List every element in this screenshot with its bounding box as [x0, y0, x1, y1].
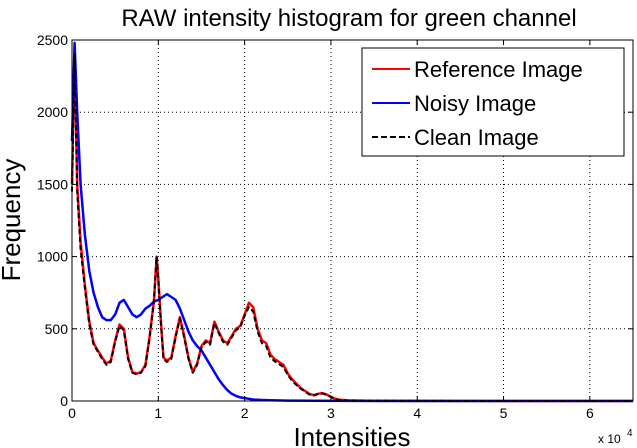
x-tick-label: 3 [327, 405, 335, 421]
x-tick-label: 2 [241, 405, 249, 421]
legend-label: Clean Image [414, 125, 539, 150]
x-tick-label: 4 [413, 405, 421, 421]
x-axis-label: Intensities [293, 422, 410, 448]
y-tick-label: 500 [45, 321, 69, 337]
series-line-clean-image [71, 53, 633, 402]
x-tick-label: 0 [68, 405, 76, 421]
chart-title: RAW intensity histogram for green channe… [121, 5, 576, 32]
plot-frame [71, 39, 634, 402]
x-multiplier-power: 4 [627, 428, 633, 439]
y-tick-label: 1500 [37, 176, 68, 192]
series-line-noisy-image [70, 41, 633, 403]
x-multiplier-base: x 10 [598, 432, 621, 446]
y-tick-label: 2000 [37, 104, 68, 120]
x-tick-label: 1 [154, 405, 162, 421]
y-tick-label: 1000 [37, 249, 68, 265]
legend-label: Reference Image [414, 57, 583, 82]
series-layer [70, 41, 633, 403]
y-axis-label: Frequency [0, 159, 26, 282]
legend: Reference Image Noisy Image Clean Image [361, 47, 625, 157]
x-tick-label: 6 [586, 405, 594, 421]
x-axis-multiplier: x 10 4 [598, 428, 633, 446]
legend-label: Noisy Image [414, 91, 536, 116]
y-tick-label: 2500 [37, 32, 68, 48]
x-tick-label: 5 [500, 405, 508, 421]
x-axis-ticks: 0 1 2 3 4 5 6 [68, 40, 594, 421]
y-axis-ticks: 0 500 1000 1500 2000 2500 [37, 32, 633, 409]
y-tick-label: 0 [60, 393, 68, 409]
